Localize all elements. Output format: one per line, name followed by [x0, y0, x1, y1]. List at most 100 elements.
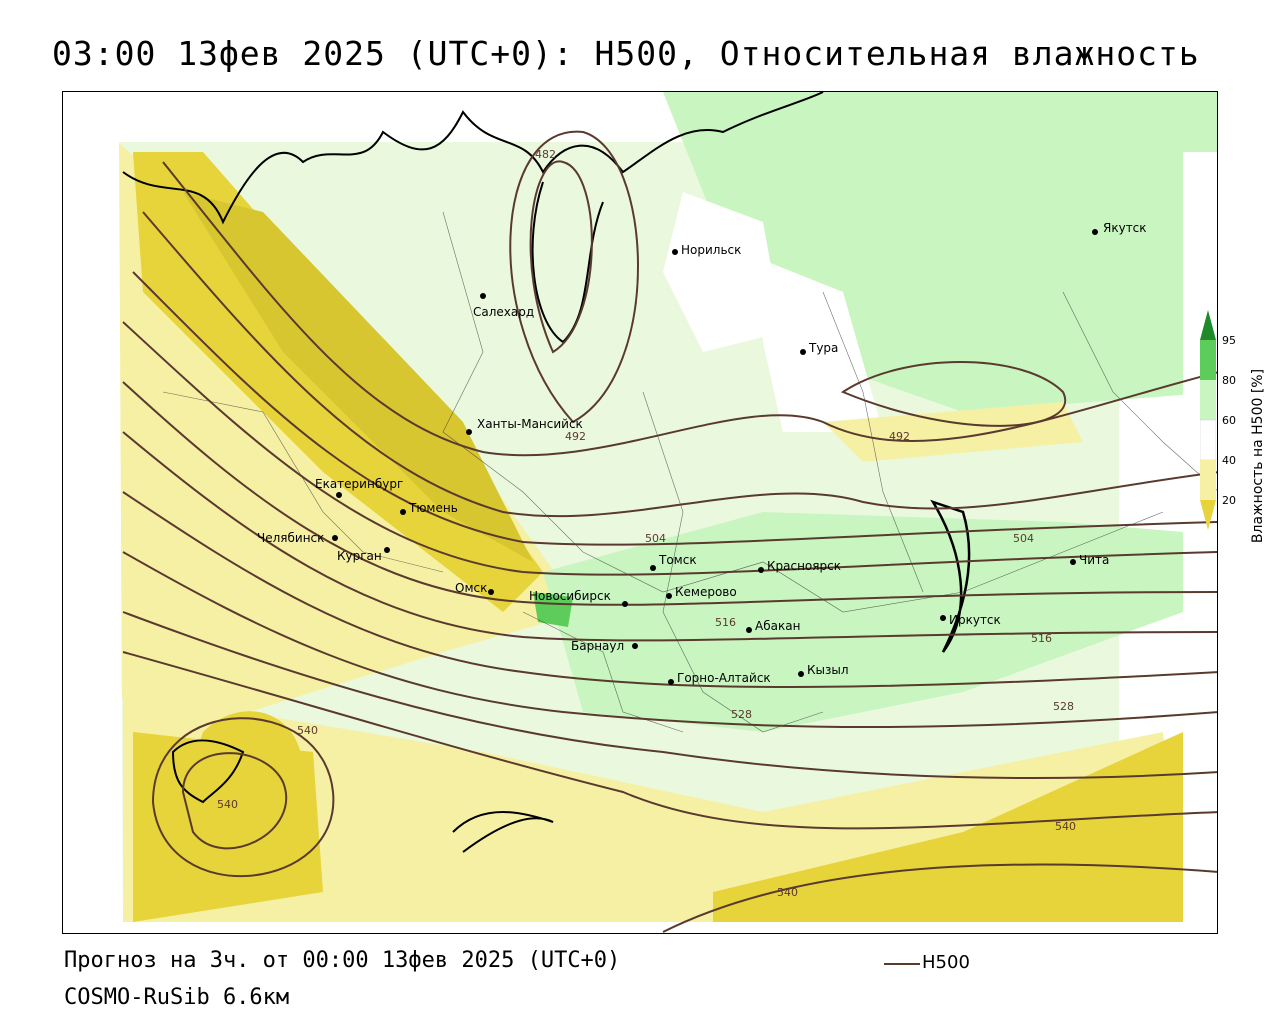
colorbar-tick-20: 20 [1222, 494, 1236, 507]
isoline-540 [122, 611, 1217, 779]
svg-text:Новосибирск: Новосибирск [529, 589, 611, 603]
isoline-labels: 482 492 492 504 504 516 516 528 528 540 … [217, 148, 1076, 899]
svg-text:Абакан: Абакан [755, 619, 800, 633]
map-canvas: 482 492 492 504 504 516 516 528 528 540 … [63, 92, 1217, 933]
colorbar-band-20-40 [1200, 460, 1216, 500]
svg-text:Курган: Курган [337, 549, 382, 563]
svg-text:Красноярск: Красноярск [767, 559, 841, 573]
isoline-534 [122, 551, 1217, 728]
humidity-east-dry [823, 402, 1083, 462]
city-irkutsk: Иркутск [940, 613, 1001, 627]
iso-label-528-b: 528 [1053, 700, 1074, 713]
isoline-504 [132, 271, 1217, 546]
colorbar-bottom-arrow [1200, 500, 1216, 530]
forecast-info: Прогноз на 3ч. от 00:00 13фев 2025 (UTC+… [64, 948, 621, 973]
svg-text:Томск: Томск [658, 553, 697, 567]
lake-coast [452, 811, 554, 853]
isoline-516 [122, 381, 1217, 606]
city-omsk: Омск [455, 581, 494, 595]
arctic-coastline [122, 92, 824, 225]
svg-text:Иркутск: Иркутск [949, 613, 1001, 627]
h500-isolines [122, 130, 1217, 933]
city-salekhard: Салехард [473, 293, 534, 319]
svg-text:Салехард: Салехард [473, 305, 534, 319]
iso-label-540-d: 540 [777, 886, 798, 899]
humidity-high-patch [533, 592, 573, 627]
city-abakan: Абакан [746, 619, 800, 633]
humidity-central-moist [543, 512, 1183, 732]
colorbar-band-80-95 [1200, 340, 1216, 380]
isoline-522 [122, 431, 1217, 642]
map-title: 03:00 13фев 2025 (UTC+0): H500, Относите… [52, 34, 1200, 73]
city-tyumen: Тюмень [400, 501, 458, 515]
model-name: COSMO-RuSib 6.6км [64, 985, 290, 1010]
humidity-dry-patch-2 [663, 192, 783, 352]
isoline-552 [662, 863, 1217, 933]
city-krasnoyarsk: Красноярск [758, 559, 841, 573]
colorbar-band-40-60 [1200, 419, 1216, 461]
city-kemerovo: Кемерово [666, 585, 737, 599]
city-kurgan: Курган [337, 547, 390, 563]
iso-label-492-b: 492 [889, 430, 910, 443]
city-kyzyl: Кызыл [798, 663, 849, 677]
humidity-southeast-dry [713, 732, 1183, 922]
colorbar-tick-95: 95 [1222, 334, 1236, 347]
isoline-vortex-outer [151, 717, 335, 878]
isoline-482 [529, 160, 593, 354]
svg-text:Тура: Тура [808, 341, 838, 355]
svg-text:Тюмень: Тюмень [408, 501, 458, 515]
city-barnaul: Барнаул [571, 639, 638, 653]
city-gorno: Горно-Алтайск [668, 671, 771, 685]
city-tura: Тура [800, 341, 838, 355]
h500-legend-label: H500 [922, 952, 970, 973]
isoline-510 [122, 321, 1217, 576]
svg-text:Челябинск: Челябинск [257, 531, 324, 545]
iso-label-540-b: 540 [217, 798, 238, 811]
city-tomsk: Томск [650, 553, 697, 571]
h500-legend-swatch [884, 963, 920, 965]
city-ekb: Екатеринбург [315, 477, 403, 498]
svg-text:Кызыл: Кызыл [807, 663, 849, 677]
isoline-528 [122, 491, 1217, 688]
svg-text:Чита: Чита [1079, 553, 1109, 567]
iso-label-540-a: 540 [297, 724, 318, 737]
city-yakutsk: Якутск [1092, 221, 1147, 235]
baikal-outline [930, 499, 971, 653]
svg-text:Норильск: Норильск [681, 243, 741, 257]
domain-east-mask [1183, 152, 1217, 933]
humidity-vortex-dry [183, 711, 303, 817]
city-chita: Чита [1070, 553, 1109, 567]
humidity-field [118, 92, 1217, 922]
domain-west-mask [63, 92, 123, 933]
svg-text:Екатеринбург: Екатеринбург [315, 477, 403, 491]
city-chelyabinsk: Челябинск [257, 531, 338, 545]
isoline-498 [142, 211, 1217, 518]
iso-label-516-b: 516 [1031, 632, 1052, 645]
colorbar-label: Влажность на H500 [%] [1250, 368, 1266, 544]
city-norilsk: Норильск [672, 243, 741, 257]
svg-text:Горно-Алтайск: Горно-Алтайск [677, 671, 771, 685]
isoline-546 [122, 651, 1217, 830]
colorbar-tick-60: 60 [1222, 414, 1236, 427]
colorbar-tick-40: 40 [1222, 454, 1236, 467]
isoline-492-closed [840, 361, 1067, 427]
forecast-map: 482 492 492 504 504 516 516 528 528 540 … [62, 91, 1218, 934]
iso-label-528-a: 528 [731, 708, 752, 721]
city-novosibirsk: Новосибирск [529, 589, 628, 607]
iso-label-540-c: 540 [1055, 820, 1076, 833]
iso-label-482: 482 [535, 148, 556, 161]
svg-text:Якутск: Якутск [1103, 221, 1147, 235]
cities: Якутск Норильск Салехард Тура Ханты-Манс… [257, 221, 1147, 685]
svg-text:Кемерово: Кемерово [675, 585, 737, 599]
humidity-dry-patch [743, 252, 883, 432]
svg-text:Ханты-Мансийск: Ханты-Мансийск [477, 417, 583, 431]
humidity-dry-core [183, 192, 533, 562]
city-khanty: Ханты-Мансийск [466, 417, 583, 435]
iso-label-504-a: 504 [645, 532, 666, 545]
iso-label-516-a: 516 [715, 616, 736, 629]
iso-label-492-a: 492 [565, 430, 586, 443]
isoline-492 [162, 161, 1217, 457]
isoline-488 [509, 130, 639, 424]
humidity-colorbar [1200, 310, 1216, 530]
iso-label-504-b: 504 [1013, 532, 1034, 545]
